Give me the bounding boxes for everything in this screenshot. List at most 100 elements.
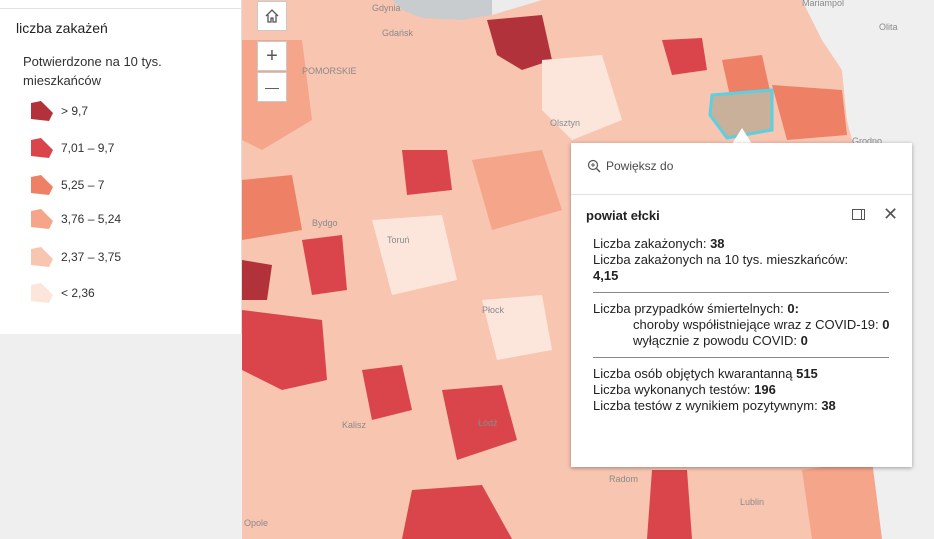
close-icon[interactable]: ✕ [883,204,899,224]
dock-icon[interactable] [852,209,865,220]
popup-divider [571,194,912,195]
region-polygon[interactable] [772,85,847,140]
content-divider [593,292,889,293]
popup-content: Liczba zakażonych: 38 Liczba zakażonych … [593,236,893,414]
city-label-lodz: Łódź [478,418,498,428]
legend-swatch [31,209,53,229]
city-label-plock: Płock [482,305,505,315]
comorbid-value: 0 [882,317,890,332]
region-polygon[interactable] [712,465,802,539]
legend-subtitle: Potwierdzone na 10 tys. mieszkańców [23,54,162,88]
region-polygon[interactable] [802,460,882,539]
region-polygon[interactable] [362,365,412,420]
city-label-bydgoszcz: Bydgo [312,218,338,228]
comorbid-label: choroby współistniejące wraz z COVID-19: [633,317,879,332]
deaths-row: Liczba przypadków śmiertelnych: 0: [593,301,893,317]
zoom-in-button[interactable]: + [257,41,287,71]
city-label-olsztyn: Olsztyn [550,118,581,128]
feature-popup: Powiększ do powiat ełcki ✕ Liczba zakażo… [571,143,912,467]
legend-item: 7,01 – 9,7 [31,137,114,159]
quarantine-value: 515 [796,366,818,381]
panel-background [0,334,242,539]
city-label-mariampol: Mariampol [802,0,845,8]
legend-title: liczba zakażeń [16,20,108,36]
covid-only-row: wyłącznie z powodu COVID: 0 [593,333,893,349]
legend-item: < 2,36 [31,282,95,304]
region-polygon[interactable] [542,55,622,140]
region-polygon[interactable] [482,295,552,360]
zoom-in-magnifier-icon [587,159,601,173]
city-label-gdansk: Gdańsk [382,28,414,38]
region-polygon[interactable] [402,485,512,539]
legend-label: 7,01 – 9,7 [61,141,115,155]
sea-area [392,0,492,20]
zoom-to-label: Powiększ do [606,159,674,173]
tests-label: Liczba wykonanych testów: [593,382,751,397]
tests-value: 196 [754,382,776,397]
zoom-to-button[interactable]: Powiększ do [587,159,673,173]
quarantine-label: Liczba osób objętych kwarantanną [593,366,793,381]
popup-pointer [732,128,752,144]
legend-swatch [31,247,53,267]
region-polygon[interactable] [242,310,327,390]
deaths-value: 0: [787,301,799,316]
minus-icon: — [265,79,279,95]
city-label-grodno: Grodno [852,136,883,146]
region-polygon[interactable] [442,385,517,460]
legend-label: 2,37 – 3,75 [61,250,122,264]
region-label-pomorskie: POMORSKIE [302,66,357,76]
comorbid-row: choroby współistniejące wraz z COVID-19:… [593,317,893,333]
legend-label: 3,76 – 5,24 [61,212,122,226]
legend-top-divider [0,8,242,9]
positive-row: Liczba testów z wynikiem pozytywnym: 38 [593,398,893,414]
cases-label: Liczba zakażonych: [593,236,707,251]
per10k-value: 4,15 [593,268,619,283]
home-icon [265,9,279,23]
legend-label: < 2,36 [61,286,95,300]
city-label-lublin: Lublin [740,497,765,507]
region-polygon[interactable] [322,20,402,120]
region-polygon[interactable] [242,175,302,240]
region-polygon[interactable] [487,15,552,70]
positive-value: 38 [821,398,836,413]
legend-swatch [31,138,53,158]
home-button[interactable] [257,1,287,31]
legend-item: 3,76 – 5,24 [31,208,121,230]
region-polygon[interactable] [662,38,707,75]
covid-only-value: 0 [800,333,808,348]
city-label-radom: Radom [609,474,639,484]
city-label-torun: Toruń [387,235,410,245]
region-polygon[interactable] [402,150,452,195]
per10k-label: Liczba zakażonych na 10 tys. mieszkańców… [593,252,849,267]
legend-item: 5,25 – 7 [31,174,104,196]
plus-icon: + [266,45,278,67]
region-polygon[interactable] [302,235,347,295]
cases-value: 38 [710,236,725,251]
legend-label: > 9,7 [61,104,89,118]
popup-title: powiat ełcki [586,208,660,223]
legend-swatch [31,175,53,195]
city-label-gdynia: Gdynia [372,3,401,13]
city-label-kalisz: Kalisz [342,420,367,430]
deaths-label: Liczba przypadków śmiertelnych: [593,301,784,316]
legend-item: 2,37 – 3,75 [31,246,121,268]
tests-row: Liczba wykonanych testów: 196 [593,382,893,398]
legend-item: > 9,7 [31,100,88,122]
legend-label: 5,25 – 7 [61,178,105,192]
region-polygon[interactable] [647,470,692,539]
content-divider [593,357,889,358]
region-polygon[interactable] [372,215,457,295]
positive-label: Liczba testów z wynikiem pozytywnym: [593,398,818,413]
city-label-opole: Opole [244,518,269,528]
quarantine-row: Liczba osób objętych kwarantanną 515 [593,366,893,382]
city-label-olita: Olita [879,22,898,32]
legend-swatch [31,101,53,121]
legend-swatch [31,283,53,303]
per10k-row: Liczba zakażonych na 10 tys. mieszkańców… [593,252,893,284]
zoom-out-button[interactable]: — [257,72,287,102]
covid-only-label: wyłącznie z powodu COVID: [633,333,798,348]
cases-row: Liczba zakażonych: 38 [593,236,893,252]
region-polygon[interactable] [472,150,562,230]
legend-panel: liczba zakażeń Potwierdzone na 10 tys. m… [0,0,242,334]
region-polygon[interactable] [242,260,272,300]
